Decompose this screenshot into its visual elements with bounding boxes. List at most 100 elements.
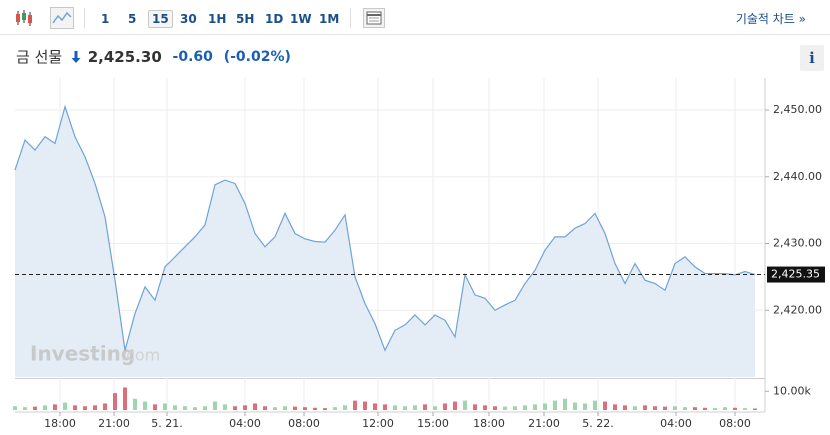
volume-bar <box>183 406 187 410</box>
volume-bar <box>693 407 697 410</box>
volume-bar <box>753 408 757 410</box>
price-change-percent: (-0.02%) <box>223 48 291 65</box>
volume-bar <box>563 398 567 410</box>
x-tick-label: 04:00 <box>229 417 261 430</box>
volume-bar <box>213 401 217 410</box>
volume-bar <box>723 407 727 410</box>
volume-bar <box>713 408 717 410</box>
volume-bar <box>43 405 47 410</box>
volume-bar <box>303 407 307 410</box>
volume-bar <box>63 402 67 410</box>
area-fill <box>15 106 755 377</box>
price-line <box>14 104 756 352</box>
separator <box>84 8 85 28</box>
volume-bar <box>73 405 77 410</box>
volume-bar <box>453 401 457 410</box>
volume-bar <box>233 406 237 410</box>
volume-bar <box>593 400 597 410</box>
volume-bar <box>363 401 367 410</box>
volume-bar <box>263 406 267 410</box>
volume-bar <box>633 406 637 410</box>
candlestick-icon[interactable] <box>14 9 34 27</box>
volume-bar <box>473 404 477 410</box>
x-tick-label: 5. 22. <box>582 417 614 430</box>
volume-bar <box>623 405 627 410</box>
volume-bar <box>93 405 97 410</box>
x-tick-label: 12:00 <box>362 417 394 430</box>
volume-bar <box>443 403 447 410</box>
volume-bar <box>83 406 87 410</box>
interval-button[interactable]: 5 <box>128 12 137 26</box>
interval-button[interactable]: 5H <box>236 12 255 26</box>
line-chart-icon[interactable] <box>50 7 74 29</box>
volume-bar <box>283 406 287 410</box>
volume-bar <box>743 408 747 410</box>
separator <box>350 8 351 28</box>
y-tick-label: 10.00k <box>773 384 811 397</box>
interval-button[interactable]: 1D <box>265 12 284 26</box>
interval-button[interactable]: 1H <box>208 12 227 26</box>
volume-bar <box>673 406 677 410</box>
quote-bar: 금 선물 2,425.30 -0.60 (-0.02%) <box>16 46 291 67</box>
volume-bar <box>433 406 437 410</box>
y-tick-label: 2,420.00 <box>773 303 822 316</box>
volume-bar <box>573 402 577 410</box>
x-tick-label: 08:00 <box>719 417 751 430</box>
volume-bar <box>133 398 137 410</box>
volume-bar <box>493 406 497 410</box>
volume-bar <box>403 406 407 410</box>
x-tick-label: 21:00 <box>528 417 560 430</box>
x-tick-label: 21:00 <box>98 417 130 430</box>
calendar-icon[interactable] <box>363 8 385 28</box>
volume-bar <box>193 407 197 410</box>
x-tick-label: 08:00 <box>288 417 320 430</box>
volume-bar <box>503 406 507 410</box>
volume-bar <box>273 407 277 410</box>
y-tick-label: 2,450.00 <box>773 103 822 116</box>
x-tick-label: 18:00 <box>473 417 505 430</box>
x-tick-label: 5. 21. <box>151 417 183 430</box>
volume-bar <box>53 404 57 410</box>
volume-bar <box>533 404 537 410</box>
volume-bar <box>543 403 547 410</box>
volume-bar <box>583 403 587 410</box>
price: 2,425.30 <box>87 47 162 66</box>
volume-bar <box>513 406 517 410</box>
volume-bar <box>613 404 617 410</box>
volume-bar <box>523 405 527 410</box>
advanced-chart-link[interactable]: 기술적 차트 » <box>735 12 806 26</box>
x-tick-label: 04:00 <box>660 417 692 430</box>
volume-bar <box>293 406 297 410</box>
y-tick-label: 2,440.00 <box>773 170 822 183</box>
interval-button[interactable]: 15 <box>148 10 173 28</box>
watermark-domain: .com <box>121 346 160 365</box>
volume-bar <box>333 407 337 410</box>
interval-button[interactable]: 1 <box>101 12 110 26</box>
down-arrow <box>71 50 81 63</box>
volume-bar <box>113 393 117 410</box>
volume-bar <box>143 401 147 410</box>
volume-bar <box>33 406 37 410</box>
info-button[interactable]: i <box>800 45 824 71</box>
volume-bar <box>163 403 167 410</box>
interval-button[interactable]: 1M <box>319 12 340 26</box>
interval-button[interactable]: 30 <box>180 12 197 26</box>
volume-bar <box>553 400 557 410</box>
volume-bar <box>463 400 467 410</box>
volume-bar <box>23 407 27 410</box>
price-change: -0.60 <box>172 48 213 65</box>
volume-bar <box>653 406 657 410</box>
volume-bar <box>733 407 737 410</box>
volume-bar <box>353 400 357 410</box>
last-price-box <box>767 266 825 283</box>
volume-bar <box>243 405 247 410</box>
volume-bar <box>373 403 377 410</box>
volume-bar <box>13 406 17 410</box>
watermark-brand: Investing <box>30 342 135 366</box>
volume-bar <box>603 401 607 410</box>
volume-bar <box>103 403 107 410</box>
interval-button[interactable]: 1W <box>290 12 312 26</box>
volume-bar <box>123 387 127 410</box>
volume-bar <box>663 406 667 410</box>
